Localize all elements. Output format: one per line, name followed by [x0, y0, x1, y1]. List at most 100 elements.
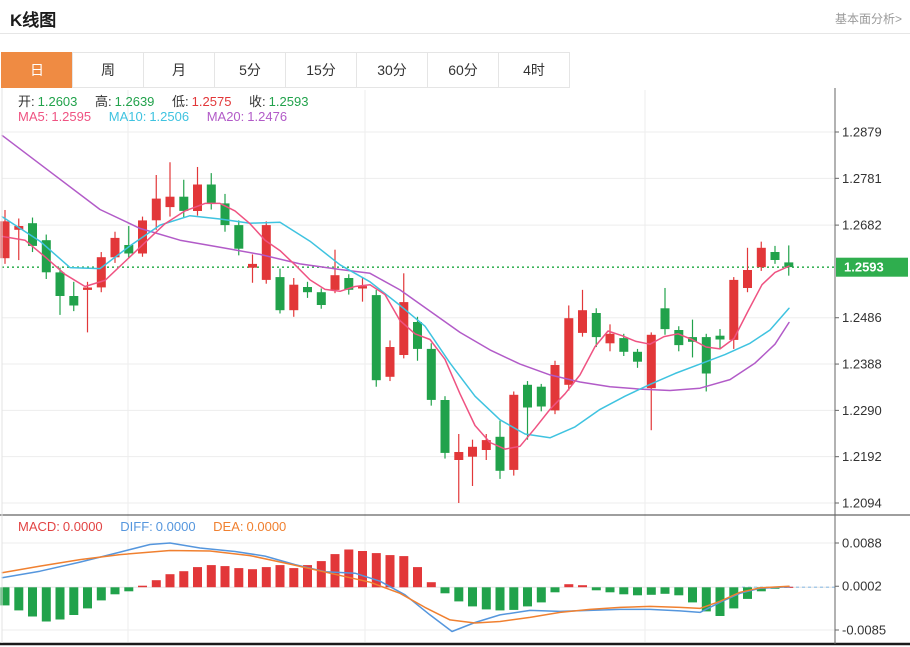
low-label: 低:	[172, 94, 189, 109]
candle-body	[289, 284, 299, 311]
macd-bar	[193, 567, 202, 588]
current-price-label: 1.2593	[844, 260, 884, 275]
macd-bar	[28, 587, 37, 617]
candle-body	[633, 351, 642, 362]
candle-body	[248, 263, 257, 268]
candle-body	[0, 221, 10, 259]
dea-line	[1, 549, 790, 624]
open-value: 1.2603	[37, 94, 78, 109]
tab-15min[interactable]: 15分	[285, 52, 357, 88]
macd-bar	[248, 569, 257, 588]
candle-body	[605, 333, 615, 344]
macd-bar	[509, 587, 519, 610]
macd-bar	[578, 585, 587, 588]
candle-body	[193, 184, 202, 211]
candle-body	[646, 334, 656, 389]
tab-week[interactable]: 周	[72, 52, 144, 88]
price-axis-label: 1.2486	[842, 310, 882, 325]
candle-body	[69, 296, 79, 306]
macd-bar	[426, 582, 436, 588]
macd-bar	[743, 587, 752, 599]
ma20-label: MA20:	[206, 109, 245, 124]
candle-body	[275, 277, 285, 311]
tab-5min[interactable]: 5分	[214, 52, 286, 88]
candle-body	[770, 252, 780, 260]
macd-bar	[220, 566, 230, 588]
tab-4hour[interactable]: 4时	[498, 52, 570, 88]
macd-readout: MACD: 0.0000 DIFF: 0.0000 DEA: 0.0000	[18, 519, 289, 534]
macd-bar	[96, 587, 106, 601]
macd-bar	[523, 587, 532, 607]
close-value: 1.2593	[268, 94, 309, 109]
candle-body	[179, 196, 189, 211]
low-value: 1.2575	[191, 94, 232, 109]
candle-body	[784, 262, 794, 268]
tab-month[interactable]: 月	[143, 52, 215, 88]
candle-body	[564, 318, 574, 385]
candle-body	[385, 347, 395, 377]
macd-bar	[0, 587, 10, 606]
macd-bar	[413, 567, 422, 588]
macd-bar	[399, 556, 409, 588]
candle-body	[371, 295, 381, 381]
price-axis-label: 1.2682	[842, 218, 882, 233]
macd-label: MACD:	[18, 519, 60, 534]
macd-bar	[165, 574, 175, 588]
candle-body	[674, 330, 684, 346]
candle-body	[715, 335, 725, 340]
candle-body	[495, 436, 505, 471]
price-axis-label: 1.2094	[842, 496, 882, 511]
candle-body	[454, 452, 464, 460]
candle-body	[206, 184, 216, 204]
dea-value: 0.0000	[246, 519, 287, 534]
fundamental-analysis-link[interactable]: 基本面分析>	[834, 12, 902, 26]
candle-body	[619, 338, 629, 352]
candle-body	[330, 275, 340, 290]
macd-bar	[179, 571, 189, 588]
candle-body	[468, 446, 477, 457]
candle-body	[660, 308, 670, 330]
macd-bar	[69, 587, 79, 615]
candle-body	[701, 337, 711, 374]
current-price-tag	[836, 257, 908, 277]
diff-label: DIFF:	[120, 519, 153, 534]
candle-body	[756, 247, 766, 268]
macd-bar	[358, 551, 367, 588]
candle-body	[220, 203, 230, 226]
macd-bar	[468, 587, 477, 607]
macd-bar	[688, 587, 697, 603]
interval-tabs: 日 周 月 5分 15分 30分 60分 4时	[1, 52, 570, 88]
candle-body	[729, 279, 739, 340]
tab-30min[interactable]: 30分	[356, 52, 428, 88]
tab-60min[interactable]: 60分	[427, 52, 499, 88]
candle-body	[550, 365, 560, 411]
candle-body	[28, 223, 37, 246]
candle-body	[110, 237, 120, 258]
candle-body	[124, 245, 134, 254]
ma5-line	[1, 202, 790, 450]
macd-axis-label: 0.0088	[842, 536, 882, 551]
candle-body	[83, 287, 92, 290]
macd-bar	[138, 585, 147, 588]
macd-axis-label: 0.0002	[842, 579, 882, 594]
macd-axis-label: -0.0085	[842, 623, 886, 638]
macd-bar	[550, 587, 560, 593]
macd-bar	[55, 587, 65, 620]
candle-body	[41, 240, 51, 273]
macd-bar	[344, 549, 354, 588]
high-value: 1.2639	[114, 94, 155, 109]
macd-bar	[206, 565, 216, 588]
page-title: K线图	[10, 11, 57, 30]
macd-bar	[619, 587, 629, 595]
candle-body	[536, 386, 546, 407]
macd-bar	[83, 587, 92, 609]
macd-bar	[110, 587, 120, 595]
open-label: 开:	[18, 94, 35, 109]
macd-bar	[605, 587, 615, 593]
price-axis-label: 1.2290	[842, 403, 882, 418]
macd-bar	[660, 587, 670, 594]
macd-bar	[124, 587, 134, 592]
tab-day[interactable]: 日	[1, 52, 73, 88]
candle-body	[234, 225, 244, 249]
